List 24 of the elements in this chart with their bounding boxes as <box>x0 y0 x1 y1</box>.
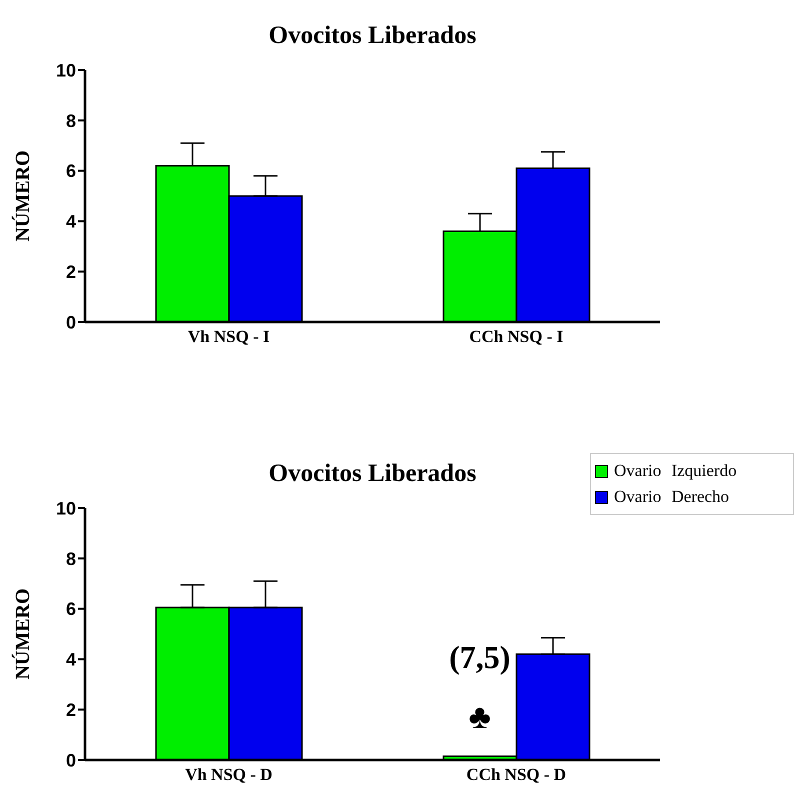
legend-label: Ovario Izquierdo <box>614 460 737 482</box>
chart-title: Ovocitos Liberados <box>268 460 476 487</box>
y-tick-label: 10 <box>56 60 76 80</box>
y-tick-label: 8 <box>66 110 76 131</box>
x-tick-label: CCh NSQ - D <box>466 765 566 784</box>
y-tick-label: 6 <box>66 161 76 182</box>
y-tick-label: 4 <box>66 650 76 670</box>
annotation: (7,5) <box>449 639 510 676</box>
y-axis-title: NÚMERO <box>11 588 34 680</box>
annotation: ♣ <box>468 699 491 736</box>
y-axis-title: NÚMERO <box>11 150 34 242</box>
x-tick-label: Vh NSQ - D <box>185 765 272 784</box>
y-tick-label: 8 <box>66 548 76 569</box>
chart-title: Ovocitos Liberados <box>268 22 478 50</box>
y-tick-label: 2 <box>66 262 76 282</box>
y-tick-label: 10 <box>56 498 76 518</box>
y-tick-label: 2 <box>66 700 76 720</box>
y-tick-label: 4 <box>66 212 76 232</box>
x-tick-label: Vh NSQ - I <box>188 327 270 346</box>
y-tick-label: 6 <box>66 599 76 620</box>
legend-label: Ovario Derecho <box>614 486 730 508</box>
y-tick-label: 0 <box>66 312 76 332</box>
x-tick-label: CCh NSQ - I <box>469 327 564 346</box>
y-tick-label: 0 <box>66 750 76 770</box>
